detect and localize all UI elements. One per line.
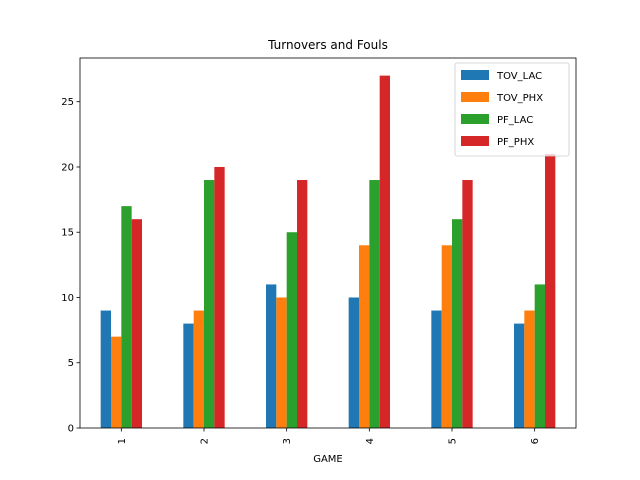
bar-tov-lac-game-4 (348, 297, 359, 428)
bars-group (100, 75, 556, 429)
legend-swatch-pf-phx (461, 136, 489, 146)
bar-tov-lac-game-5 (431, 310, 442, 428)
legend-box (454, 62, 570, 157)
y-tick-label-20: 20 (61, 162, 74, 173)
bar-tov-lac-game-3 (266, 284, 277, 428)
bar-pf-phx-game-4 (379, 75, 390, 429)
plot-frame (79, 57, 577, 429)
x-tick-label-4: 4 (365, 438, 376, 444)
legend-swatch-tov-phx (461, 92, 489, 102)
bar-tov-phx-game-5 (441, 245, 452, 428)
bar-tov-phx-game-4 (359, 245, 370, 428)
bar-pf-lac-game-4 (369, 180, 380, 428)
bar-pf-lac-game-2 (204, 180, 215, 428)
bar-tov-phx-game-6 (524, 310, 535, 428)
legend-label-tov-lac: TOV_LAC (496, 71, 542, 82)
bar-pf-lac-game-6 (534, 284, 545, 428)
bar-tov-lac-game-2 (183, 323, 194, 428)
x-tick-label-2: 2 (200, 438, 211, 444)
bar-pf-phx-game-2 (214, 166, 225, 429)
legend-swatch-tov-lac (461, 70, 489, 80)
bar-tov-lac-game-6 (514, 323, 525, 428)
plot-area: 0 5 10 15 20 25 1 2 3 4 5 6 (61, 57, 577, 444)
y-axis: 0 5 10 15 20 25 (61, 97, 80, 435)
x-tick-label-5: 5 (448, 438, 459, 444)
legend: TOV_LAC TOV_PHX PF_LAC PF_PHX (454, 62, 570, 157)
legend-swatch-pf-lac (461, 114, 489, 124)
x-tick-label-6: 6 (530, 438, 541, 444)
bar-pf-lac-game-5 (452, 219, 463, 428)
y-tick-label-15: 15 (61, 228, 74, 239)
y-tick-label-5: 5 (68, 358, 74, 369)
x-tick-label-3: 3 (282, 438, 293, 444)
y-tick-label-10: 10 (61, 293, 74, 304)
bar-pf-phx-game-6 (545, 153, 556, 428)
bar-tov-phx-game-1 (111, 336, 122, 428)
bar-tov-phx-game-3 (276, 297, 287, 428)
chart-title: Turnovers and Fouls (267, 38, 388, 52)
bar-pf-phx-game-3 (297, 180, 308, 428)
y-tick-label-0: 0 (68, 424, 74, 435)
x-tick-label-1: 1 (117, 438, 128, 444)
bar-pf-lac-game-3 (286, 232, 297, 428)
legend-label-pf-lac: PF_LAC (497, 115, 533, 126)
legend-label-pf-phx: PF_PHX (497, 137, 534, 148)
bar-pf-phx-game-5 (462, 180, 473, 428)
bar-pf-lac-game-1 (121, 206, 132, 428)
y-tick-label-25: 25 (61, 97, 74, 108)
bar-tov-phx-game-2 (193, 310, 204, 428)
x-axis: 1 2 3 4 5 6 (117, 428, 541, 444)
legend-label-tov-phx: TOV_PHX (496, 93, 543, 104)
x-axis-label: GAME (313, 454, 343, 465)
bar-pf-phx-game-1 (131, 219, 142, 428)
bar-tov-lac-game-1 (100, 310, 111, 428)
